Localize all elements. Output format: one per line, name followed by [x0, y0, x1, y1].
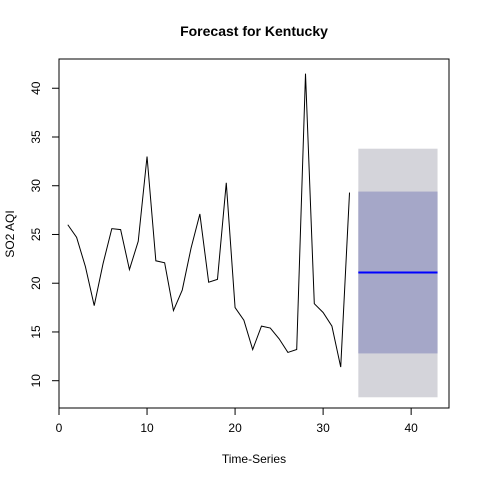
x-axis: 0 10 20 30 40: [56, 407, 418, 435]
x-tick-label: 20: [228, 421, 242, 435]
y-tick-label: 35: [29, 130, 43, 144]
y-tick-label: 25: [29, 227, 43, 241]
y-tick-label: 20: [29, 276, 43, 290]
chart-title: Forecast for Kentucky: [180, 23, 328, 39]
x-tick-label: 40: [404, 421, 418, 435]
plot-frame: [58, 58, 450, 409]
y-tick-label: 15: [29, 325, 43, 339]
y-tick-label: 30: [29, 179, 43, 193]
series-line-0: [67, 73, 351, 368]
series-group: [67, 73, 351, 368]
y-tick-label: 10: [29, 374, 43, 388]
x-tick-label: 0: [56, 421, 63, 435]
prediction-intervals: [358, 148, 438, 398]
y-axis: 10 15 20 25 30 35 40: [29, 81, 60, 388]
x-tick-label: 10: [140, 421, 154, 435]
x-tick-label: 30: [316, 421, 330, 435]
y-tick-label: 40: [29, 81, 43, 95]
x-axis-label: Time-Series: [222, 452, 286, 466]
y-axis-label: SO2 AQI: [3, 210, 17, 257]
